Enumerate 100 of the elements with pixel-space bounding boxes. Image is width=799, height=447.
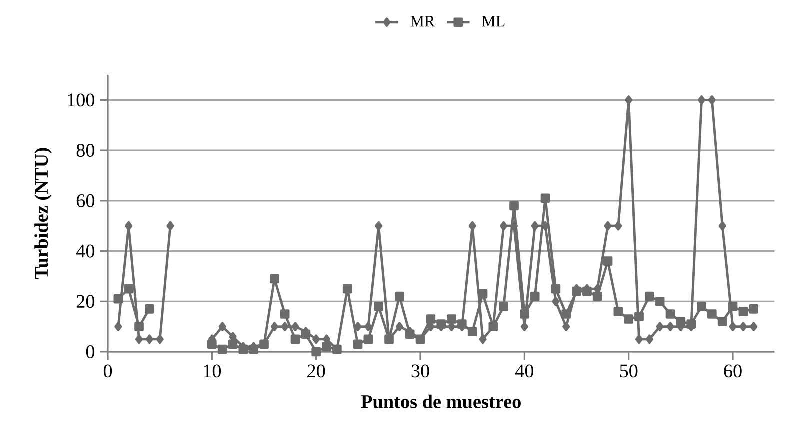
point: [135, 334, 144, 344]
legend-label: MR: [410, 16, 436, 27]
point: [738, 307, 748, 316]
point: [312, 334, 320, 344]
point: [228, 340, 238, 350]
point: [375, 221, 383, 231]
y-axis-title: Turbidez (NTU): [34, 148, 52, 280]
point: [635, 334, 644, 344]
point: [572, 286, 582, 296]
point: [530, 292, 540, 302]
point: [634, 312, 644, 322]
point: [510, 201, 519, 211]
point: [447, 314, 456, 324]
point: [562, 310, 572, 319]
point: [436, 320, 446, 329]
point: [676, 317, 686, 326]
x-tick-label: 60: [724, 364, 742, 378]
point: [458, 320, 467, 329]
point: [468, 221, 476, 231]
point: [426, 314, 436, 324]
point: [500, 221, 508, 231]
point: [479, 334, 487, 344]
point: [281, 322, 289, 332]
point: [718, 221, 726, 231]
x-tick-label: 40: [515, 364, 534, 378]
y-tick-label: 100: [68, 94, 95, 107]
point: [697, 302, 706, 312]
point: [666, 322, 674, 332]
point: [624, 314, 634, 324]
point: [499, 302, 509, 312]
point: [540, 194, 550, 204]
point: [166, 221, 174, 231]
point: [531, 221, 539, 231]
point: [478, 289, 488, 299]
point: [698, 96, 706, 105]
point: [582, 286, 592, 296]
y-tick-label: 20: [76, 295, 95, 308]
point: [728, 302, 738, 312]
x-tick-label: 0: [104, 364, 112, 378]
point: [145, 304, 154, 314]
point: [301, 330, 311, 340]
point: [312, 347, 322, 357]
point: [374, 302, 384, 312]
point: [656, 322, 664, 332]
x-tick-label: 10: [204, 364, 222, 378]
x-axis-title: Puntos de muestreo: [361, 394, 521, 408]
point: [395, 292, 404, 302]
point: [604, 221, 612, 231]
point: [666, 310, 676, 319]
point: [655, 296, 665, 306]
y-tick-label: 40: [76, 244, 95, 258]
point: [249, 344, 259, 354]
point: [125, 221, 133, 231]
point: [218, 344, 228, 354]
point: [405, 330, 415, 340]
point: [280, 310, 290, 319]
point: [603, 256, 613, 266]
point: [238, 344, 248, 354]
point: [270, 274, 280, 284]
point: [646, 334, 654, 344]
point: [218, 322, 226, 332]
point: [270, 322, 278, 332]
point: [342, 284, 352, 294]
point: [396, 322, 404, 332]
point: [364, 322, 372, 332]
point: [146, 334, 154, 344]
point: [364, 334, 374, 344]
y-tick-label: 80: [76, 144, 95, 158]
point: [729, 322, 737, 332]
x-tick-label: 50: [620, 364, 638, 378]
point: [124, 284, 134, 294]
x-tick-label: 20: [308, 364, 326, 378]
point: [625, 96, 633, 105]
x-tick-label: 30: [412, 364, 430, 378]
legend-label: ML: [482, 16, 505, 27]
point: [718, 317, 728, 326]
point: [322, 342, 332, 352]
point: [686, 320, 696, 329]
point: [708, 96, 716, 105]
point: [614, 307, 624, 316]
point: [740, 322, 748, 332]
point: [290, 334, 300, 344]
point: [552, 296, 560, 306]
point: [134, 322, 144, 332]
point: [562, 322, 570, 332]
y-tick-label: 0: [86, 346, 95, 358]
point: [353, 340, 363, 350]
point: [749, 304, 759, 314]
point: [520, 322, 528, 332]
point: [114, 322, 122, 332]
point: [708, 310, 717, 319]
point: [750, 322, 758, 332]
point: [614, 221, 622, 231]
point: [520, 310, 530, 319]
point: [114, 294, 124, 304]
point: [156, 334, 164, 344]
point: [510, 221, 518, 231]
point: [551, 284, 561, 294]
point: [208, 340, 217, 350]
point: [468, 327, 478, 337]
